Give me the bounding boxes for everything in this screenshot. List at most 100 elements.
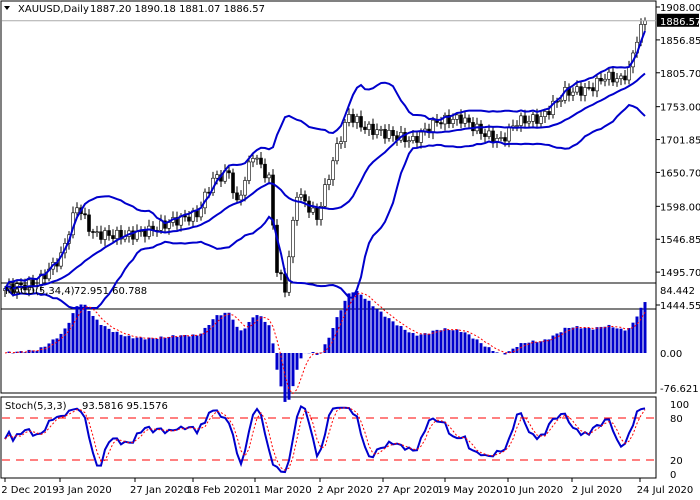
candle-body <box>335 143 339 162</box>
x-tick-label: 3 Jan 2020 <box>58 485 112 496</box>
macd-bar <box>191 334 195 353</box>
candle-body <box>415 136 419 143</box>
candle-body <box>347 114 351 123</box>
macd-bar <box>419 334 423 353</box>
macd-bar <box>331 328 335 353</box>
stoch-panel-frame <box>0 396 657 479</box>
candle-body <box>323 184 327 207</box>
candle-body <box>523 115 527 124</box>
macd-bar <box>531 340 535 353</box>
macd-bar <box>455 329 459 353</box>
macd-bar <box>323 344 327 353</box>
macd-bar <box>495 352 499 353</box>
macd-bar <box>235 326 239 353</box>
macd-bar <box>503 353 507 355</box>
macd-bar <box>471 338 475 353</box>
candle-body <box>287 256 291 293</box>
dropdown-triangle-icon[interactable] <box>4 6 10 10</box>
candle-body <box>327 179 331 185</box>
macd-bar <box>443 328 447 353</box>
macd-bar <box>611 327 615 353</box>
macd-bar <box>251 317 255 353</box>
macd-panel-frame <box>0 282 657 394</box>
candle-body <box>259 157 263 165</box>
x-tick-label: 18 Feb 2020 <box>187 485 249 496</box>
macd-bar <box>539 341 543 353</box>
macd-bar <box>151 338 155 353</box>
macd-bar <box>155 338 159 353</box>
candle-body <box>227 170 231 174</box>
macd-bar <box>175 336 179 353</box>
candle-body <box>543 111 547 117</box>
y-tick-label: 1701.85 <box>660 136 700 147</box>
macd-bar <box>99 324 103 353</box>
y-tick-label: 1444.55 <box>660 301 700 312</box>
candle-body <box>575 86 579 93</box>
candle-body <box>459 114 463 124</box>
stoch-tick-label: 0 <box>670 470 676 481</box>
candle-body <box>611 71 615 83</box>
macd-bar <box>179 335 183 353</box>
candle-body <box>239 194 243 201</box>
macd-bar <box>483 346 487 353</box>
macd-bar <box>555 333 559 353</box>
candle-body <box>267 174 271 179</box>
candle-body <box>579 86 583 96</box>
macd-bar <box>315 353 319 355</box>
current-price-badge <box>657 13 699 27</box>
macd-bar <box>283 353 287 402</box>
candle-body <box>215 174 219 179</box>
macd-bar <box>643 302 647 353</box>
macd-bar <box>295 353 299 370</box>
candle-body <box>451 119 455 124</box>
candle-body <box>595 77 599 92</box>
candle-body <box>99 231 103 240</box>
macd-bar <box>507 351 511 353</box>
macd-bar <box>627 328 631 353</box>
x-tick-label: 27 Apr 2020 <box>377 485 439 496</box>
macd-bar <box>271 343 275 353</box>
macd-bar <box>599 326 603 353</box>
macd-bar <box>195 335 199 353</box>
candle-body <box>231 172 235 194</box>
current-price-label: 1886.57 <box>660 17 700 28</box>
macd-bar <box>123 336 127 353</box>
y-tick-label: 1856.85 <box>660 36 700 47</box>
macd-bar <box>587 327 591 353</box>
macd-bar <box>243 328 247 353</box>
candle-body <box>559 99 563 102</box>
macd-bar <box>427 333 431 353</box>
candle-body <box>291 219 295 258</box>
macd-bar <box>79 304 83 353</box>
y-tick-label: 1546.85 <box>660 235 700 246</box>
macd-bar <box>391 321 395 353</box>
macd-bar <box>139 337 143 353</box>
candle-body <box>627 66 631 81</box>
macd-bar <box>203 327 207 353</box>
macd-bar <box>111 332 115 353</box>
macd-bar <box>435 329 439 353</box>
candle-body <box>331 160 335 180</box>
macd-bar <box>131 338 135 353</box>
candle-body <box>319 205 323 220</box>
candle-body <box>315 207 319 220</box>
macd-bar <box>387 318 391 353</box>
macd-bar <box>403 329 407 353</box>
macd-bar <box>523 343 527 353</box>
main-panel-frame <box>0 0 657 310</box>
macd-bar <box>255 315 259 353</box>
macd-bar <box>547 339 551 353</box>
candle-body <box>159 220 163 231</box>
candle-body <box>235 192 239 201</box>
macd-bar <box>115 331 119 353</box>
bollinger-upper-band <box>4 30 646 290</box>
macd-bar <box>467 334 471 353</box>
candle-body <box>83 213 87 216</box>
bollinger-lower-band <box>4 103 646 309</box>
stoch-signal-line <box>4 407 646 471</box>
macd-bar <box>143 339 147 353</box>
candle-body <box>271 174 275 226</box>
candle-body <box>375 129 379 135</box>
macd-bar <box>439 330 443 353</box>
